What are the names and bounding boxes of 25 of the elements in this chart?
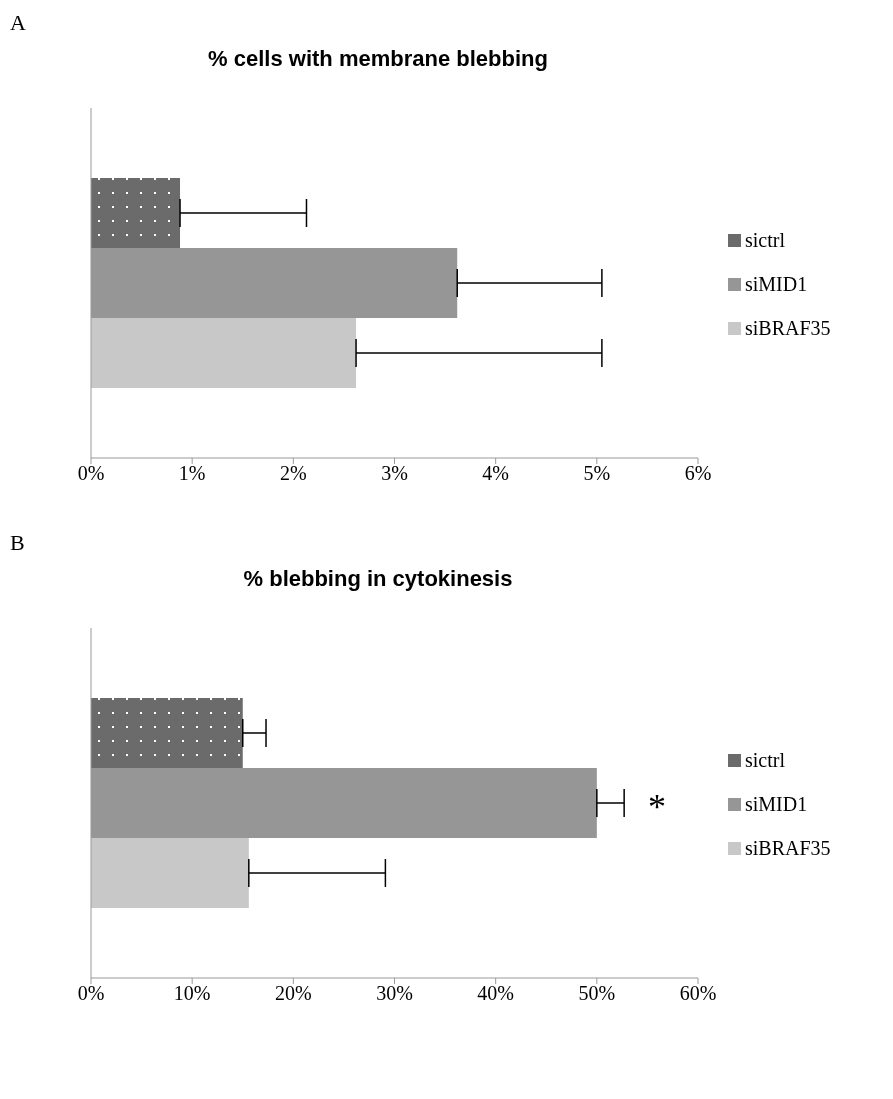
x-tick-label: 5% bbox=[583, 462, 611, 485]
chart-title: % blebbing in cytokinesis bbox=[242, 566, 514, 592]
x-tick-label: 0% bbox=[77, 462, 105, 485]
legend-label: siBRAF35 bbox=[745, 316, 831, 340]
legend-label: sictrl bbox=[745, 228, 785, 252]
text: B bbox=[10, 530, 25, 556]
annotation: * bbox=[648, 786, 666, 828]
x-tick-label: 6% bbox=[684, 462, 712, 485]
x-tick-label: 40% bbox=[477, 982, 514, 1005]
legend-label: siBRAF35 bbox=[745, 836, 831, 860]
x-tick-label: 10% bbox=[173, 982, 211, 1005]
text: A bbox=[10, 10, 26, 36]
x-tick-label: 20% bbox=[275, 982, 312, 1005]
x-tick-label: 50% bbox=[578, 982, 616, 1005]
x-tick-label: 1% bbox=[178, 462, 206, 485]
legend-label: siMID1 bbox=[745, 272, 808, 296]
x-tick-label: 2% bbox=[280, 462, 307, 485]
x-tick-label: 4% bbox=[482, 462, 509, 485]
legend-label: sictrl bbox=[745, 748, 785, 772]
legend-label: siMID1 bbox=[745, 792, 808, 816]
chart-title: % cells with membrane blebbing bbox=[207, 46, 549, 72]
x-tick-label: 30% bbox=[376, 982, 413, 1005]
x-tick-label: 3% bbox=[381, 462, 408, 485]
x-tick-label: 60% bbox=[679, 982, 717, 1005]
x-tick-label: 0% bbox=[77, 982, 105, 1005]
